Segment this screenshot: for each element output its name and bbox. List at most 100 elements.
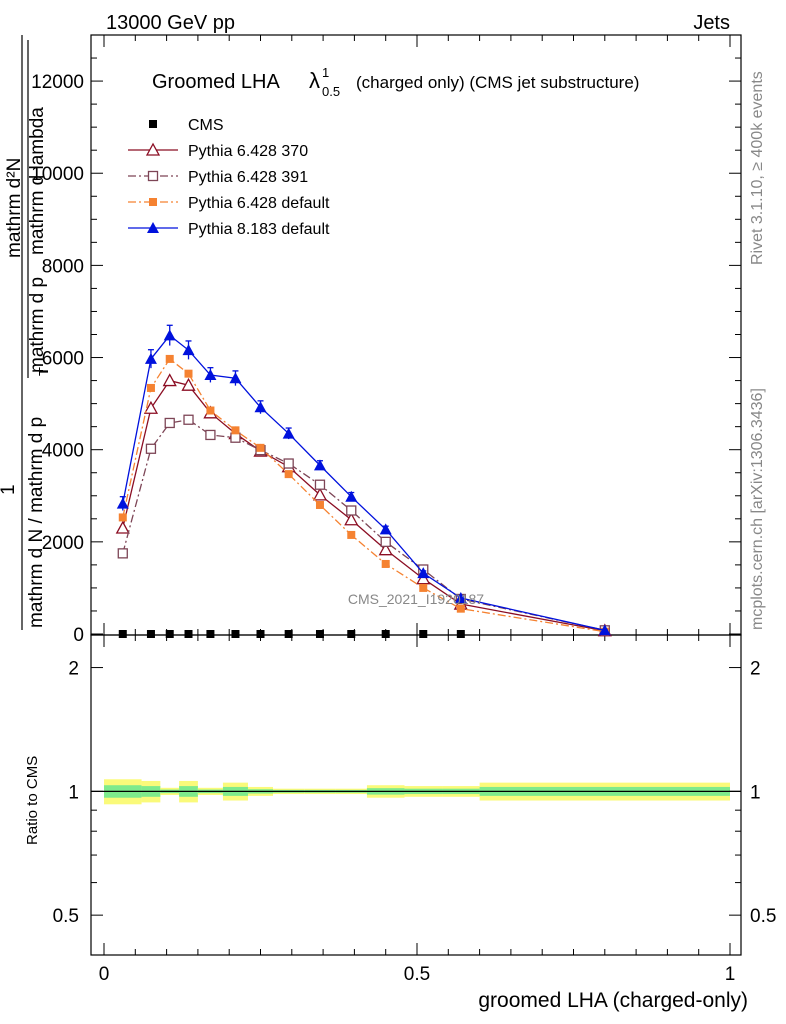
data-point-p370: [181, 377, 196, 391]
ylabel-denominator-sub: T: [36, 367, 51, 375]
data-point-p391: [314, 479, 326, 490]
rivet-version-label: Rivet 3.1.10, ≥ 400k events: [749, 71, 766, 265]
data-point-CMS: [419, 630, 428, 638]
legend-label: Pythia 6.428 default: [188, 195, 330, 212]
data-point-CMS: [206, 630, 215, 638]
data-point-CMS: [315, 630, 324, 638]
ratio-plot-frame: [90, 634, 742, 956]
data-point-p6def: [315, 500, 324, 509]
ratio-y-tick-label-right: 0.5: [750, 906, 776, 927]
y-tick-label: 6000: [42, 349, 84, 370]
data-point-p391: [205, 429, 216, 441]
ratio-y-tick-label-right: 1: [750, 782, 761, 803]
legend-marker: [149, 120, 157, 128]
legend-label: Pythia 6.428 391: [188, 169, 308, 186]
ylabel-denominator: mathrm d N / mathrm d p: [26, 417, 47, 628]
data-point-p6def: [256, 443, 265, 452]
series-CMS: [118, 630, 465, 638]
data-point-CMS: [284, 630, 293, 638]
data-point-p6def: [347, 530, 356, 539]
data-point-p8def: [229, 372, 242, 384]
y-tick-label: 4000: [42, 441, 84, 462]
title-subscript: 0.5: [322, 84, 340, 99]
legend-label: CMS: [188, 117, 224, 134]
data-point-CMS: [381, 630, 390, 638]
legend-marker: [149, 198, 157, 206]
data-point-p8def: [379, 523, 392, 535]
data-point-p6def: [284, 470, 293, 479]
ratio-y-tick-label: 2: [68, 659, 79, 680]
analysis-id-label: CMS_2021_I1920187: [348, 591, 484, 607]
data-point-p8def: [254, 401, 267, 413]
data-point-p6def: [165, 354, 174, 363]
data-point-p370: [416, 571, 431, 585]
mcplots-reference-label: mcplots.cern.ch [arXiv:1306.3436]: [749, 388, 766, 630]
data-point-p6def: [206, 406, 215, 415]
legend: CMS Pythia 6.428 370 Pythia 6.428 391 Pythi…: [128, 117, 330, 238]
data-point-p8def: [598, 624, 611, 636]
data-point-p391: [230, 432, 241, 443]
x-tick-label: 1: [725, 964, 736, 985]
data-point-p370: [115, 520, 130, 534]
y-tick-label: 2000: [42, 533, 84, 554]
data-point-CMS: [118, 630, 127, 638]
ylabel-line3: mathrm d lambda: [27, 107, 48, 255]
series-layer: [115, 324, 612, 638]
chart-title: Groomed LHA λ 1 0.5 (charged only) (CMS …: [152, 65, 639, 99]
data-point-p6def: [456, 604, 465, 613]
data-point-p8def: [182, 344, 195, 356]
title-superscript: 1: [322, 65, 329, 80]
series-line-p8def: [122, 334, 605, 631]
data-point-p370: [312, 487, 328, 501]
x-tick-label: 0.5: [404, 964, 430, 985]
ylabel-line1: mathrm d²N: [4, 158, 25, 258]
data-point-p391: [183, 414, 194, 425]
ylabel-numerator: 1: [0, 484, 19, 495]
data-point-CMS: [231, 630, 240, 638]
y-tick-label: 8000: [42, 256, 84, 277]
ylabel-line2: mathrm d p: [27, 277, 48, 373]
data-point-p6def: [118, 513, 127, 522]
data-point-CMS: [347, 630, 356, 638]
header-energy-label: 13000 GeV pp: [106, 12, 235, 34]
data-point-p391: [346, 505, 357, 516]
legend-label: Pythia 8.183 default: [188, 221, 330, 238]
title-main: Groomed LHA: [152, 71, 280, 93]
data-point-p8def: [313, 459, 326, 471]
data-point-p6def: [184, 369, 193, 378]
data-point-p391: [164, 417, 175, 429]
ratio-y-tick-label-right: 2: [750, 659, 761, 680]
ratio-y-axis-label: Ratio to CMS: [24, 756, 41, 845]
data-point-p391: [145, 443, 157, 454]
y-tick-label: 0: [73, 625, 84, 646]
data-point-p6def: [381, 559, 390, 568]
data-point-p391: [380, 536, 391, 547]
data-point-p8def: [282, 427, 295, 439]
legend-marker: [145, 142, 161, 156]
data-point-p8def: [454, 592, 467, 604]
x-tick-label: 0: [99, 964, 110, 985]
data-point-p370: [143, 400, 159, 414]
data-point-p391: [283, 458, 294, 469]
series-p8def: [116, 324, 611, 636]
main-y-axis-label: mathrm d²N mathrm d lambda mathrm d p T …: [0, 35, 51, 630]
data-point-p8def: [163, 329, 176, 341]
data-point-p8def: [116, 497, 129, 509]
data-point-p370: [344, 512, 359, 526]
data-point-CMS: [184, 630, 193, 638]
data-point-p6def: [146, 383, 155, 392]
legend-entry-p6def: Pythia 6.428 default: [128, 195, 330, 212]
ratio-axis-ticks: 0 0.5 1 0.5 0.5 1 1 2 2: [53, 635, 776, 985]
legend-label: Pythia 6.428 370: [188, 143, 308, 160]
title-rest: (charged only) (CMS jet substructure): [356, 73, 639, 92]
data-point-CMS: [146, 630, 155, 638]
data-point-p8def: [204, 369, 217, 381]
data-point-CMS: [256, 630, 265, 638]
data-point-p8def: [345, 490, 358, 502]
data-point-CMS: [456, 630, 465, 638]
legend-entry-CMS: CMS: [149, 117, 224, 134]
legend-entry-p391: Pythia 6.428 391: [128, 169, 308, 186]
data-point-p370: [378, 542, 393, 556]
x-axis-label: groomed LHA (charged-only): [478, 989, 748, 1012]
